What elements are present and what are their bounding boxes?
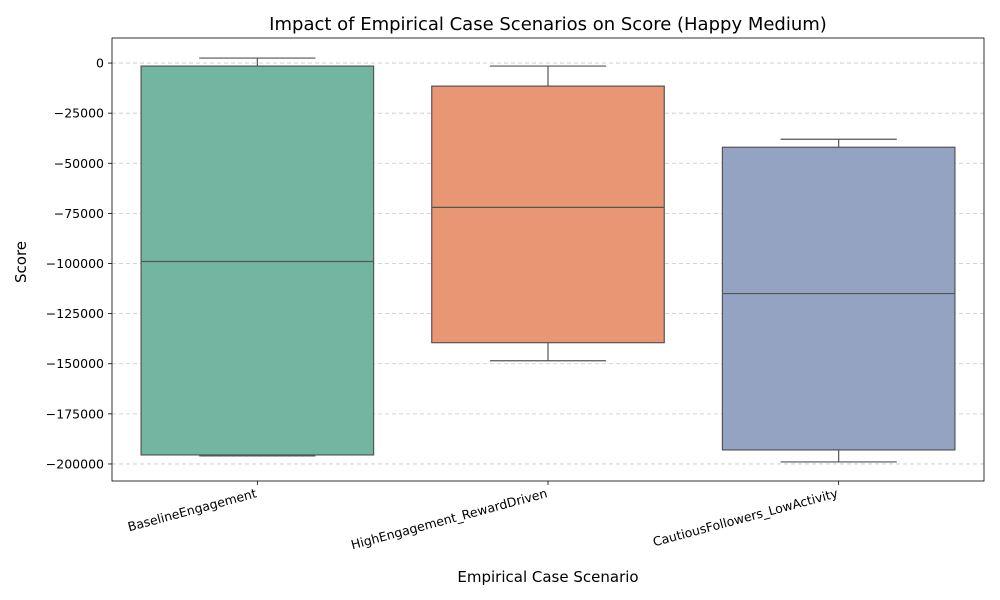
y-tick-label: −200000 [46,456,104,471]
y-tick-label: −100000 [46,256,104,271]
x-tick-label: CautiousFollowers_LowActivity [651,485,840,549]
y-tick-label: 0 [96,56,104,71]
y-axis-label: Score [12,241,30,283]
boxes-layer [140,57,956,463]
y-tick-label: −25000 [54,106,104,121]
box-BaselineEngagement [140,57,375,457]
y-tick-label: −175000 [46,406,104,421]
box-CautiousFollowers_LowActivity [721,138,956,463]
y-axis: 0 −25000 −50000 −75000 −100000 −125000 −150000… [46,56,112,471]
y-tick-label: −125000 [46,306,104,321]
y-tick-label: −50000 [54,156,104,171]
iqr-box [431,85,665,344]
y-tick-label: −75000 [54,206,104,221]
y-tick-label: −150000 [46,356,104,371]
x-tick-label: BaselineEngagement [126,485,258,534]
chart-title: Impact of Empirical Case Scenarios on Sc… [269,14,827,35]
x-axis-label: Empirical Case Scenario [457,568,638,586]
box-HighEngagement_RewardDriven [431,65,665,362]
iqr-box [721,146,956,451]
x-tick-label: HighEngagement_RewardDriven [349,485,548,552]
iqr-box [140,65,375,456]
x-axis: BaselineEngagement HighEngagement_RewardD… [126,481,840,552]
